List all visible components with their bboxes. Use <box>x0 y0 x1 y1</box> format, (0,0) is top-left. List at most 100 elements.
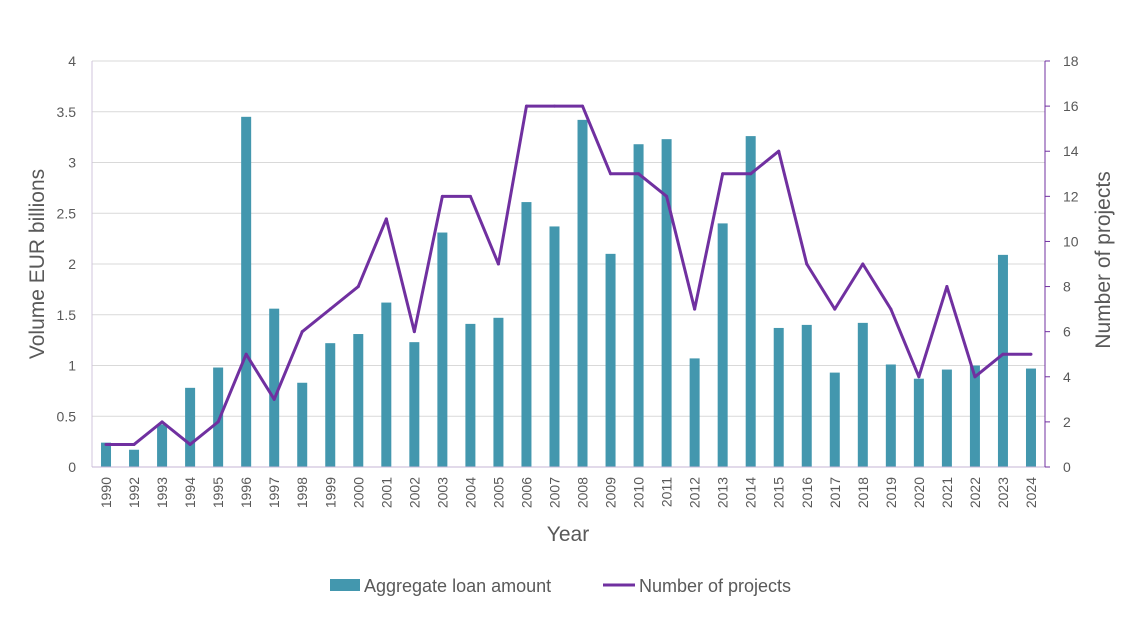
line-point-1998 <box>300 330 304 334</box>
bar-2005 <box>493 317 504 467</box>
y2-tick-label: 6 <box>1063 324 1071 340</box>
line-point-2018 <box>861 262 865 266</box>
x-tick-label: 2004 <box>462 477 478 508</box>
line-point-2002 <box>412 330 416 334</box>
x-tick-label: 2010 <box>631 477 647 508</box>
bar-2000 <box>353 334 364 467</box>
bar-1995 <box>213 367 224 467</box>
legend-swatch-bar <box>330 579 360 591</box>
line-point-2011 <box>665 194 669 198</box>
line-point-2007 <box>552 104 556 108</box>
bar-2006 <box>521 202 532 467</box>
bar-1997 <box>269 308 280 467</box>
y2-tick-label: 2 <box>1063 414 1071 430</box>
bar-2010 <box>633 144 644 468</box>
line-point-1996 <box>244 352 248 356</box>
bar-2013 <box>717 223 728 467</box>
bar-1993 <box>157 424 168 467</box>
line-point-2000 <box>356 285 360 289</box>
x-tick-label: 2006 <box>518 477 534 508</box>
x-tick-label: 1994 <box>182 477 198 508</box>
x-tick-label: 2001 <box>378 477 394 508</box>
line-point-1999 <box>328 307 332 311</box>
bar-1998 <box>297 382 308 467</box>
line-point-1990 <box>104 442 108 446</box>
x-tick-label: 1990 <box>98 477 114 508</box>
line-point-2012 <box>693 307 697 311</box>
bar-2017 <box>829 372 840 467</box>
bar-1999 <box>325 343 336 467</box>
x-tick-label: 2005 <box>490 477 506 508</box>
projects-line <box>106 104 1031 446</box>
bar-2002 <box>409 342 420 467</box>
bar-2007 <box>549 226 560 467</box>
bar-2020 <box>913 378 924 467</box>
y-axis-label: Volume EUR billions <box>26 169 49 359</box>
line-point-2006 <box>524 104 528 108</box>
y-tick-label: 4 <box>68 53 76 69</box>
line-point-1995 <box>216 420 220 424</box>
y2-axis-label: Number of projects <box>1092 171 1115 348</box>
y2-tick-label: 16 <box>1063 98 1079 114</box>
x-tick-label: 2019 <box>883 477 899 508</box>
bar-1992 <box>129 449 140 467</box>
x-tick-label: 2012 <box>687 477 703 508</box>
bar-2015 <box>773 327 784 467</box>
bar-2023 <box>997 254 1008 467</box>
line-point-2013 <box>721 172 725 176</box>
line-point-1993 <box>160 420 164 424</box>
y-tick-label: 0.5 <box>57 408 77 424</box>
x-tick-label: 1998 <box>294 477 310 508</box>
y2-tick-label: 4 <box>1063 369 1071 385</box>
line-point-2003 <box>440 194 444 198</box>
y2-tick-label: 0 <box>1063 459 1071 475</box>
legend-label-bar: Aggregate loan amount <box>364 576 551 596</box>
y2-tick-label: 12 <box>1063 188 1079 204</box>
legend: Aggregate loan amount Number of projects <box>330 576 791 596</box>
x-axis-label: Year <box>547 523 589 546</box>
y-tick-label: 1 <box>68 358 76 374</box>
line-point-2017 <box>833 307 837 311</box>
x-tick-label: 2021 <box>939 477 955 508</box>
bar-1990 <box>101 442 112 467</box>
bar-2003 <box>437 232 448 467</box>
bar-2019 <box>885 364 896 467</box>
y-tick-label: 2 <box>68 256 76 272</box>
y2-tick-label: 14 <box>1063 143 1079 159</box>
line-point-2022 <box>973 375 977 379</box>
x-tick-label: 2011 <box>659 477 675 507</box>
bar-1996 <box>241 116 252 467</box>
legend-label-line: Number of projects <box>639 576 791 596</box>
bar-1994 <box>185 387 196 467</box>
line-point-1994 <box>188 442 192 446</box>
bar-2024 <box>1025 368 1036 467</box>
line-point-2023 <box>1001 352 1005 356</box>
x-tick-label: 1993 <box>154 477 170 508</box>
bar-2012 <box>689 358 700 467</box>
line-point-2008 <box>581 104 585 108</box>
y-tick-label: 0 <box>68 459 76 475</box>
x-tick-label: 1999 <box>322 477 338 508</box>
bar-2016 <box>801 324 812 467</box>
bar-2009 <box>605 253 616 467</box>
line-point-2015 <box>777 149 781 153</box>
line-point-2010 <box>637 172 641 176</box>
line-point-2019 <box>889 307 893 311</box>
line-point-2020 <box>917 375 921 379</box>
line-point-2001 <box>384 217 388 221</box>
x-tick-label: 2020 <box>911 477 927 508</box>
bar-2021 <box>941 369 952 467</box>
bar-2018 <box>857 322 868 467</box>
x-tick-label: 1992 <box>126 477 142 508</box>
x-tick-label: 1996 <box>238 477 254 508</box>
x-tick-label: 2002 <box>406 477 422 508</box>
line-point-1992 <box>132 442 136 446</box>
x-tick-label: 1995 <box>210 477 226 508</box>
bar-2014 <box>745 136 756 468</box>
line-point-2009 <box>609 172 613 176</box>
x-tick-label: 2023 <box>995 477 1011 508</box>
x-tick-label: 2013 <box>715 477 731 508</box>
y-tick-label: 3.5 <box>57 104 77 120</box>
x-tick-label: 2009 <box>603 477 619 508</box>
